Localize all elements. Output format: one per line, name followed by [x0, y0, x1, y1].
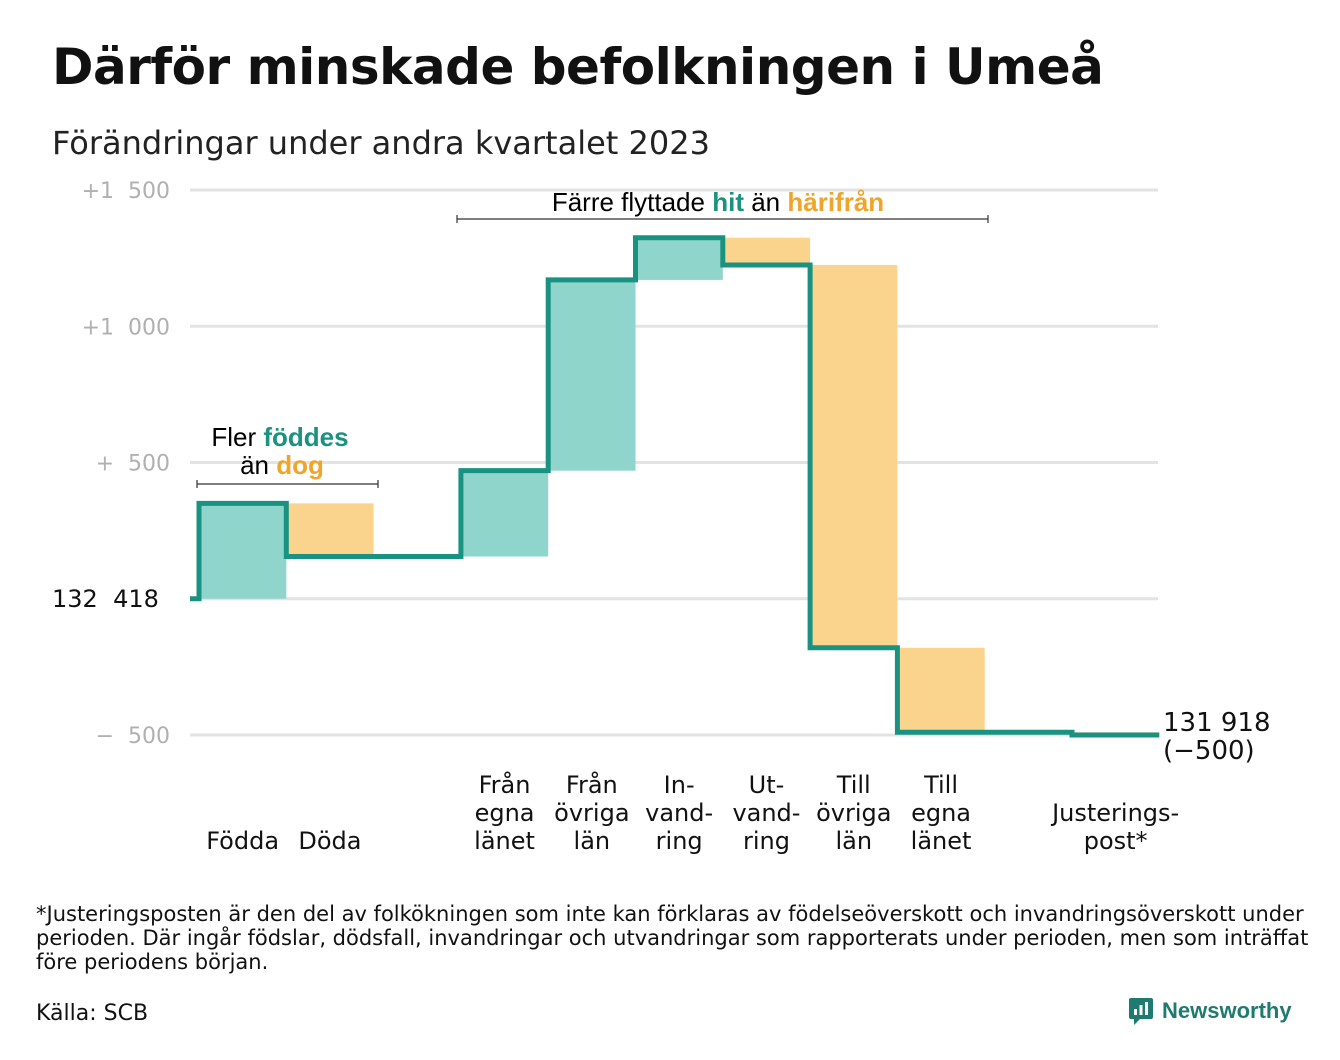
moves-annotation-text: Färre flyttade: [552, 187, 712, 217]
chart-subtitle: Förändringar under andra kvartalet 2023: [52, 124, 710, 162]
grid-lines: [190, 188, 1158, 737]
chart-title: Därför minskade befolkningen i Umeå: [52, 38, 1104, 96]
footnote: *Justeringsposten är den del av folkökni…: [36, 902, 1309, 974]
category-label: egna: [911, 799, 971, 827]
y-tick-label: +1 000: [82, 315, 170, 340]
moves-annotation-text-line: Färre flyttade hit än härifrån: [552, 187, 884, 217]
bar-decrease: [286, 503, 374, 557]
bar-increase: [635, 237, 723, 280]
bar-decrease: [722, 237, 811, 265]
y-tick-label: +1 500: [82, 179, 170, 204]
bar-increase: [548, 279, 636, 471]
y-tick-label: − 500: [96, 724, 170, 749]
moves-annotation-highlight2: härifrån: [787, 187, 884, 217]
category-label: egna: [475, 799, 535, 827]
category-label: övriga: [816, 799, 891, 827]
moves-annotation-highlight: hit: [712, 187, 744, 217]
births-annotation-line1: Fler föddes: [211, 422, 348, 452]
category-label: vand-: [732, 799, 800, 827]
brand-name: Newsworthy: [1162, 998, 1292, 1023]
category-label: Från: [479, 770, 531, 799]
births-annotation-text: Fler: [211, 422, 263, 452]
category-label: Döda: [298, 827, 361, 855]
y-tick-label: + 500: [96, 452, 170, 477]
newsworthy-logo-icon: [1129, 998, 1153, 1025]
moves-annotation-bracket: [456, 215, 989, 223]
category-label: In-: [664, 771, 695, 799]
category-label: länet: [474, 827, 535, 855]
y-axis-tick-labels: +1 500 +1 000 + 500 − 500: [82, 179, 170, 749]
end-change-label: (−500): [1163, 736, 1255, 766]
moves-annotation-text2: än: [744, 187, 787, 217]
category-label: Till: [923, 771, 958, 799]
births-annotation: Fler föddes än dog: [196, 422, 379, 488]
births-annotation-line2: än dog: [240, 450, 324, 480]
category-label: vand-: [645, 799, 713, 827]
category-label: post*: [1084, 827, 1148, 855]
moves-annotation: Färre flyttade hit än härifrån: [456, 187, 989, 223]
waterfall-chart: +1 500+1 000+ 500− 500 Födda DödaFrånegna…: [52, 179, 1271, 855]
category-label: ring: [656, 827, 703, 855]
category-label: länet: [911, 827, 972, 855]
bar-decrease: [897, 647, 985, 733]
births-annotation-text2: än: [240, 450, 276, 480]
category-label: Till: [836, 771, 871, 799]
bar-increase: [460, 470, 549, 557]
cumulative-step-line: [190, 235, 1160, 738]
bars: [199, 237, 1160, 735]
brand[interactable]: Newsworthy: [1128, 996, 1292, 1026]
category-labels: Födda DödaFrånegnalänetFrånövrigalänIn-va…: [206, 770, 1179, 855]
category-label: län: [835, 827, 872, 855]
births-annotation-highlight: föddes: [263, 422, 348, 452]
births-annotation-bracket: [196, 480, 379, 488]
category-label: Från: [566, 770, 618, 799]
category-label: Justerings-: [1050, 799, 1179, 827]
source-label: Källa: SCB: [36, 1001, 149, 1026]
category-label: övriga: [554, 799, 629, 827]
category-label: län: [574, 827, 611, 855]
start-value-label: 132 418: [52, 585, 159, 613]
category-label: Ut-: [749, 771, 785, 799]
category-label: ring: [743, 827, 790, 855]
end-value-label: 131 918: [1163, 708, 1271, 738]
category-label: Födda: [206, 827, 279, 855]
births-annotation-highlight2: dog: [276, 450, 324, 480]
bar-decrease: [810, 264, 898, 648]
bar-increase: [199, 503, 287, 599]
